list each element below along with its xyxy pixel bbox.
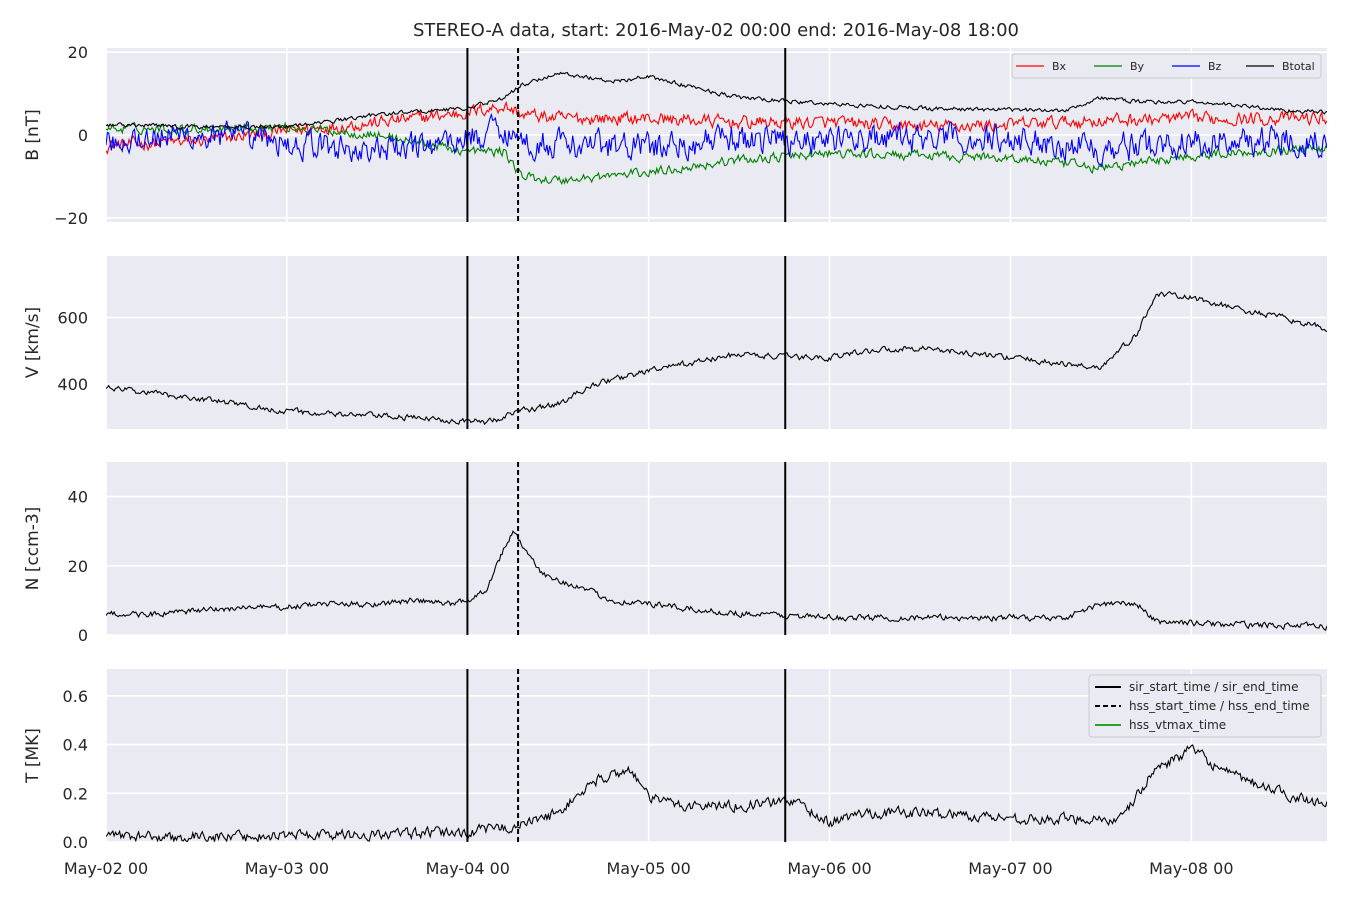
- series-line-V: [106, 291, 1327, 426]
- series-group-T: [106, 744, 1327, 842]
- series-line-T: [106, 744, 1327, 842]
- legend-label-hss-start-time: hss_start_time / hss_end_time: [1129, 699, 1310, 713]
- panel-T: 0.0 0.2 0.4 0.6 T [MK] sir_start_time / sir_e…: [23, 669, 1327, 852]
- x-tick-label: May-08 00: [1149, 859, 1233, 878]
- y-tick-label: 20: [68, 557, 88, 576]
- legend-box-T: [1088, 674, 1322, 738]
- legend-B: Bx By Bz Btotal: [1011, 53, 1322, 79]
- x-axis: May-02 00 May-03 00 May-04 00 May-05 00 May-…: [64, 859, 1234, 878]
- y-tick-label: 0.4: [63, 736, 88, 755]
- y-tick-label: −20: [54, 209, 88, 228]
- series-group-V: [106, 291, 1327, 426]
- x-tick-label: May-03 00: [245, 859, 329, 878]
- plot-area-V: [106, 256, 1327, 429]
- panel-B: 20 0 −20 B [nT] Bx By Bz Btotal: [23, 43, 1327, 228]
- plot-area-N: [106, 462, 1327, 635]
- x-tick-label: May-04 00: [426, 859, 510, 878]
- y-tick-label: 0.6: [63, 687, 88, 706]
- y-tick-label: 0: [78, 626, 88, 645]
- y-axis-label: V [km/s]: [23, 307, 43, 378]
- y-tick-label: 600: [57, 309, 88, 328]
- legend-label-Bx: Bx: [1052, 60, 1067, 73]
- y-axis-label: T [MK]: [23, 728, 43, 784]
- panel-V: 400 600 V [km/s]: [23, 256, 1327, 429]
- series-group-N: [106, 530, 1327, 632]
- series-line-N: [106, 530, 1327, 632]
- x-tick-label: May-07 00: [968, 859, 1052, 878]
- panel-N: 0 20 40 N [ccm-3]: [23, 462, 1327, 645]
- legend-label-Btotal: Btotal: [1282, 60, 1315, 73]
- legend-label-hss-vtmax-time: hss_vtmax_time: [1129, 718, 1226, 732]
- series-line-B-By: [106, 121, 1327, 186]
- y-tick-label: 0.0: [63, 833, 88, 852]
- y-axis-label: B [nT]: [23, 109, 43, 161]
- legend-box-B: [1011, 53, 1322, 79]
- x-tick-label: May-05 00: [606, 859, 690, 878]
- legend-label-Bz: Bz: [1208, 60, 1222, 73]
- series-line-B-Bz: [106, 112, 1327, 169]
- x-tick-label: May-02 00: [64, 859, 148, 878]
- x-tick-label: May-06 00: [787, 859, 871, 878]
- series-group-B: [106, 71, 1327, 186]
- series-line-B-Btotal: [106, 71, 1327, 130]
- y-axis-label: N [ccm-3]: [23, 507, 43, 591]
- y-tick-label: 400: [57, 375, 88, 394]
- y-tick-label: 0: [78, 126, 88, 145]
- legend-label-sir-start-time: sir_start_time / sir_end_time: [1129, 680, 1299, 694]
- legend-T: sir_start_time / sir_end_time hss_start_t…: [1088, 674, 1322, 738]
- series-line-B-Bx: [106, 100, 1327, 155]
- y-tick-label: 40: [68, 488, 88, 507]
- y-tick-label: 0.2: [63, 784, 88, 803]
- legend-label-By: By: [1130, 60, 1145, 73]
- figure-title: STEREO-A data, start: 2016-May-02 00:00 …: [413, 20, 1019, 41]
- y-tick-label: 20: [68, 43, 88, 62]
